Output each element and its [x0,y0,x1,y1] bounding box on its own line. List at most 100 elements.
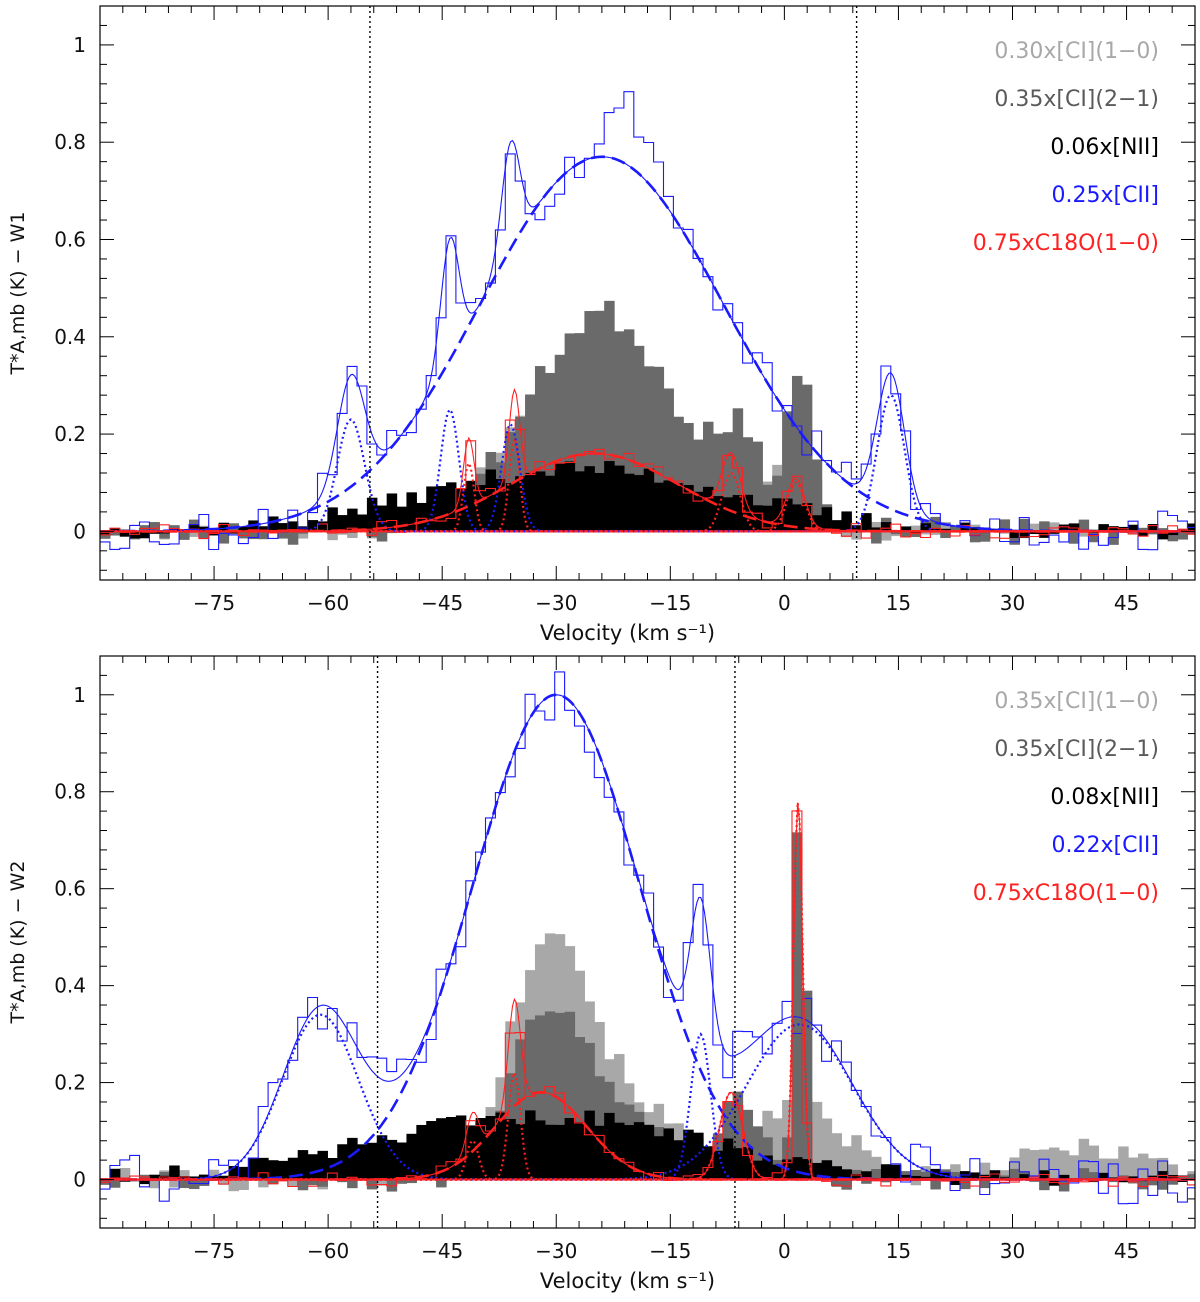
bin-1-91 [999,519,1011,532]
bin-0-103 [1118,1146,1129,1180]
y-tick-label: 0.8 [54,780,86,804]
bin-2-77 [861,1171,872,1180]
bin-1-28 [376,531,388,542]
bin-0-76 [851,531,862,540]
bin-2-57 [663,480,674,532]
bin-1-57 [663,388,674,532]
bin-1-66 [752,1126,763,1180]
bin-2-64 [732,1148,744,1180]
bin-0-99 [1078,531,1090,537]
bin-1-87 [960,1179,971,1190]
bin-0-79 [880,531,892,541]
bin-2-6 [159,1175,170,1180]
bin-2-48 [574,471,585,532]
panel-W2: −75 −60 −45 −30 −15 0 15 30 45 0 0.2 0.4 0.6 0.8 1 Velo… [7,655,1196,1293]
bin-2-53 [623,473,635,532]
bin-1-25 [347,1179,358,1189]
bin-2-19 [287,521,299,532]
bin-2-55 [643,1124,655,1180]
bin-2-65 [742,1147,754,1180]
legend-entry: 0.08x[NII] [1050,785,1159,810]
bin-2-3 [129,531,141,539]
bin-1-9 [188,1179,200,1190]
bin-2-96 [1049,531,1060,534]
legend-entry: 0.25x[CII] [1051,183,1159,208]
bin-0-101 [1098,1158,1109,1180]
bin-1-34 [436,1179,447,1188]
bin-2-98 [1068,523,1080,532]
bin-2-79 [880,1164,892,1180]
bin-1-109 [1177,1175,1188,1180]
bin-2-42 [515,476,526,532]
x-tick-label: −15 [649,591,691,615]
bin-2-24 [337,515,348,532]
bin-1-46 [554,354,566,532]
bin-1-77 [861,1179,872,1184]
bin-1-99 [1078,519,1090,532]
bin-2-9 [188,525,200,532]
bin-2-55 [643,468,655,532]
bin-2-1 [109,1168,121,1180]
bin-1-106 [1147,1179,1159,1186]
y-tick-label: 0.4 [54,325,86,349]
bin-2-19 [287,1157,299,1180]
bin-1-21 [307,1179,319,1186]
legend-entry: 0.35x[CI](1−0) [994,689,1159,714]
bin-2-0 [100,531,111,536]
y-tick-label: 0.2 [54,1071,86,1095]
bin-2-29 [386,493,398,532]
bin-2-18 [277,523,289,532]
bin-2-18 [277,1160,289,1180]
bin-1-20 [297,1179,309,1191]
bin-2-12 [218,1175,230,1180]
bin-2-11 [208,1176,220,1180]
bin-2-97 [1058,1174,1070,1180]
bin-2-82 [910,1175,922,1180]
bin-2-23 [327,1158,338,1180]
bin-2-76 [851,525,862,532]
bin-2-51 [604,461,615,532]
bin-1-74 [831,1179,843,1187]
bin-1-58 [673,416,684,532]
bin-2-32 [416,502,427,532]
x-tick-label: −75 [193,1239,235,1263]
bin-2-84 [930,528,941,532]
bin-2-64 [732,494,744,532]
bin-1-72 [811,459,823,532]
bin-2-50 [594,472,605,532]
bin-2-62 [712,496,724,532]
bin-1-83 [920,1171,931,1180]
bin-0-5 [149,1179,160,1189]
bin-1-89 [979,531,991,542]
bin-2-56 [653,1136,665,1180]
bin-0-12 [218,1179,230,1185]
x-tick-label: −75 [193,591,235,615]
bin-1-84 [930,516,941,532]
bin-2-92 [1009,531,1020,538]
y-tick-label: 0.6 [54,877,86,901]
bin-1-66 [752,441,763,532]
legend-entry: 0.06x[NII] [1050,135,1159,160]
bin-2-35 [445,482,457,532]
bin-2-41 [505,483,516,532]
bin-2-30 [396,506,408,532]
bin-2-105 [1137,531,1149,536]
x-tick-label: 15 [886,1239,911,1263]
bin-2-47 [564,461,576,532]
bin-2-68 [772,498,783,532]
bin-2-25 [347,508,358,532]
bin-2-65 [742,494,754,532]
bin-1-102 [1108,1179,1119,1183]
bin-2-33 [426,486,437,532]
bin-0-73 [821,1118,833,1180]
bin-2-86 [950,1179,961,1185]
bin-2-45 [544,1124,556,1180]
fit-0-11 [100,387,1195,532]
bin-2-74 [831,520,843,532]
bin-2-10 [198,1174,210,1180]
y-axis-label: T*A,mb (K) − W2 [7,861,29,1025]
panel-W1: −75 −60 −45 −30 −15 0 15 30 45 0 0.2 0.4 0.6 0.8 1 Velo… [7,5,1196,645]
bin-2-21 [307,1154,319,1180]
bin-1-86 [950,1172,961,1180]
bin-1-99 [1078,1168,1090,1180]
